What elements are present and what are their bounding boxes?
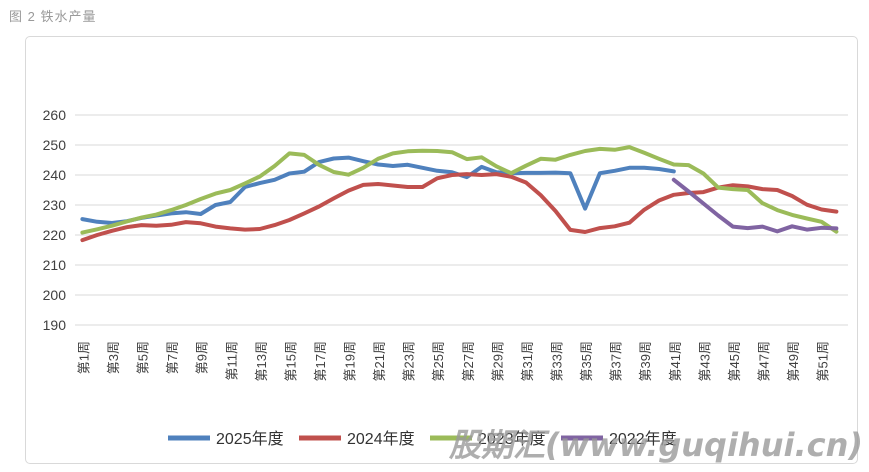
- series-line-2025年度: [80, 155, 676, 225]
- x-tick-label: 第11周: [224, 341, 239, 381]
- y-tick-label: 250: [43, 137, 67, 153]
- x-tick-label: 第27周: [461, 341, 476, 381]
- legend-label-2025年度: 2025年度: [216, 430, 284, 448]
- y-tick-label: 220: [43, 227, 67, 243]
- y-tick-label: 230: [43, 197, 67, 213]
- x-tick-label: 第17周: [313, 341, 328, 381]
- x-tick-label: 第25周: [431, 341, 446, 381]
- series-line-2024年度: [80, 172, 839, 243]
- y-tick-label: 210: [43, 257, 67, 273]
- x-tick-label: 第41周: [668, 341, 683, 381]
- y-tick-label: 190: [43, 317, 67, 333]
- page-title: 图 2 铁水产量: [9, 9, 97, 24]
- x-tick-label: 第33周: [550, 341, 565, 381]
- x-tick-label: 第29周: [490, 341, 505, 381]
- x-tick-label: 第31周: [520, 341, 535, 381]
- y-tick-label: 240: [43, 167, 67, 183]
- watermark: 股期汇(www.guqihui.cn): [448, 426, 863, 464]
- x-tick-label: 第49周: [786, 341, 801, 381]
- x-tick-label: 第19周: [343, 341, 358, 381]
- legend-label-2022年度: 2022年度: [609, 430, 677, 448]
- x-tick-label: 第47周: [757, 341, 772, 381]
- x-tick-label: 第9周: [195, 341, 210, 374]
- chart-frame: [25, 36, 858, 464]
- x-tick-label: 第43周: [697, 341, 712, 381]
- y-tick-label: 260: [43, 107, 67, 123]
- x-tick-label: 第37周: [609, 341, 624, 381]
- x-tick-label: 第13周: [254, 341, 269, 381]
- y-tick-label: 200: [43, 287, 67, 303]
- legend-label-2024年度: 2024年度: [347, 430, 415, 448]
- x-tick-label: 第7周: [165, 341, 180, 374]
- x-tick-label: 第1周: [76, 341, 91, 374]
- x-tick-label: 第35周: [579, 341, 594, 381]
- legend-label-2023年度: 2023年度: [478, 430, 546, 448]
- x-tick-label: 第21周: [372, 341, 387, 381]
- x-tick-label: 第51周: [816, 341, 831, 381]
- x-tick-label: 第5周: [136, 341, 151, 374]
- series-line-2022年度: [671, 177, 839, 234]
- x-tick-label: 第3周: [106, 341, 121, 374]
- x-tick-label: 第39周: [638, 341, 653, 381]
- x-tick-label: 第15周: [283, 341, 298, 381]
- x-tick-label: 第45周: [727, 341, 742, 381]
- series-line-2023年度: [80, 145, 839, 235]
- x-tick-label: 第23周: [402, 341, 417, 381]
